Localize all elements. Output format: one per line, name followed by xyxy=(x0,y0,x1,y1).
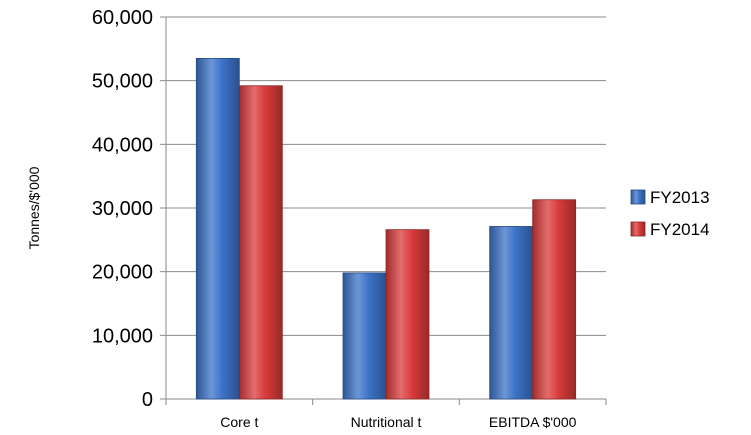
y-tick-label: 20,000 xyxy=(92,262,153,284)
x-tick-label: Nutritional t xyxy=(351,414,422,430)
legend: FY2013 FY2014 xyxy=(630,188,710,239)
y-tick-label: 10,000 xyxy=(92,325,153,347)
tick-labels: 0 10,000 20,000 30,000 40,000 50,000 60,000 Cor… xyxy=(26,7,577,430)
y-tick-label: 0 xyxy=(142,389,153,411)
bar-fy2013-0 xyxy=(195,57,240,400)
legend-swatch-fy2014 xyxy=(630,221,646,237)
y-tick-label: 40,000 xyxy=(92,134,153,156)
x-tick-label: EBITDA $'000 xyxy=(489,414,577,430)
bar-fy2014-2 xyxy=(532,199,577,400)
legend-swatch-fy2013 xyxy=(630,189,646,205)
legend-label-fy2013: FY2013 xyxy=(650,188,710,207)
y-axis-title: Tonnes/$'000 xyxy=(26,166,42,249)
legend-label-fy2014: FY2014 xyxy=(650,220,710,239)
bars xyxy=(195,57,577,400)
bar-fy2013-1 xyxy=(342,272,387,400)
x-tick-label: Core t xyxy=(220,414,258,430)
bar-fy2014-1 xyxy=(385,229,430,400)
y-tick-label: 30,000 xyxy=(92,198,153,220)
y-tick-label: 50,000 xyxy=(92,71,153,93)
bar-fy2014-0 xyxy=(238,85,283,400)
bar-fy2013-2 xyxy=(489,226,534,400)
y-tick-label: 60,000 xyxy=(92,7,153,29)
